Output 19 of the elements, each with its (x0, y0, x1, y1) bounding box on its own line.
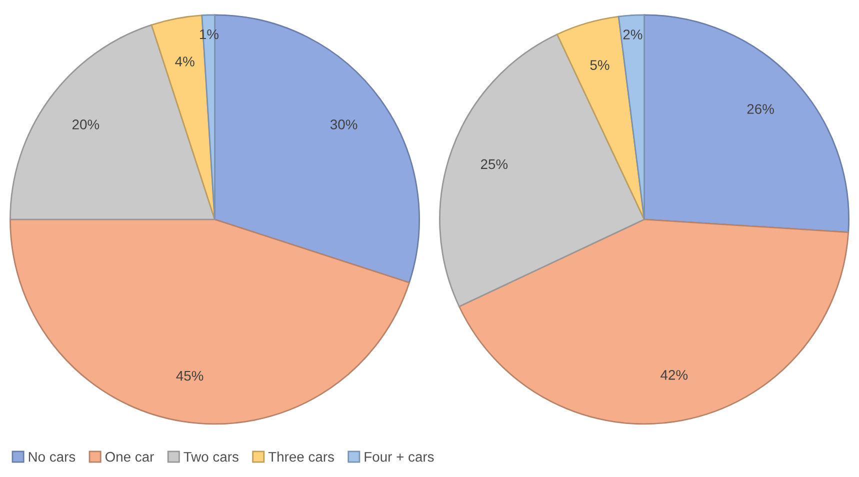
data-label: 20% (72, 120, 100, 130)
data-label: 45% (176, 370, 204, 381)
pie-slice (10, 218, 410, 425)
legend-label: Two cars (184, 452, 238, 462)
data-label: 30% (330, 120, 358, 130)
data-label: 4% (175, 56, 194, 66)
data-label: 5% (590, 60, 610, 70)
legend-label: Four + cars (364, 452, 434, 462)
legend-label: No cars (28, 452, 76, 462)
pie-slice (618, 14, 645, 220)
legend-label: Three cars (268, 452, 334, 462)
data-label: 25% (480, 159, 508, 170)
legend-label: One car (105, 452, 154, 462)
data-label: 26% (747, 104, 774, 114)
pie-slice (556, 16, 645, 220)
data-label: 42% (660, 370, 688, 380)
pie-slice (644, 14, 850, 233)
pie-slice (458, 218, 850, 425)
data-label: 2% (623, 30, 642, 40)
